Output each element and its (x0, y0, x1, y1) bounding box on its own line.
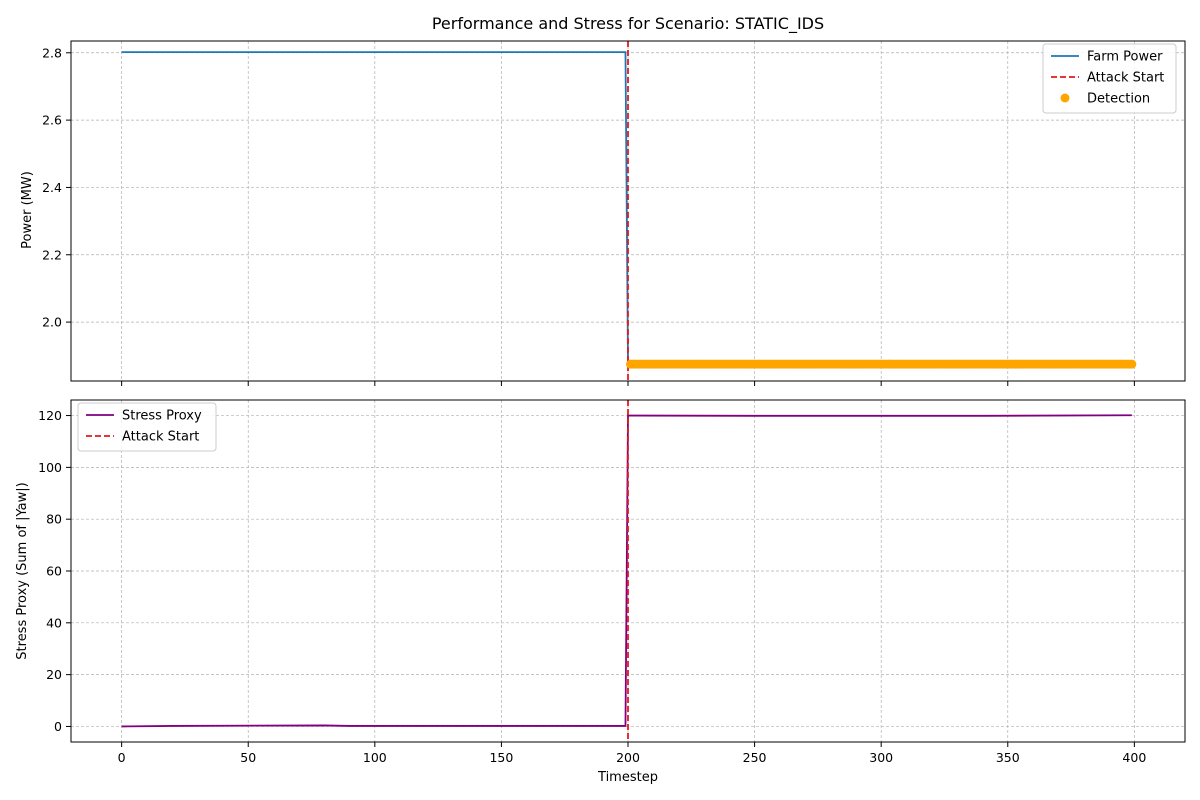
bottom-x-tick-label: 50 (240, 750, 256, 765)
top-y-tick-label: 2.4 (42, 180, 62, 195)
top-legend-box (1042, 43, 1177, 114)
top-y-tick-label: 2.8 (42, 45, 62, 60)
bottom-x-tick-label: 250 (743, 750, 767, 765)
bottom-y-tick-label: 20 (46, 667, 62, 682)
top-legend-label: Detection (1087, 92, 1150, 107)
bottom-legend-label: Attack Start (122, 430, 199, 445)
bottom-legend-label: Stress Proxy (122, 409, 202, 424)
bottom-y-tick-label: 0 (54, 719, 62, 734)
bottom-x-tick-label: 300 (869, 750, 893, 765)
x-axis-title: Timestep (597, 770, 658, 785)
bottom-y-tick-label: 60 (46, 564, 62, 579)
chart-title: Performance and Stress for Scenario: STA… (432, 14, 824, 34)
power-panel: 2.0 2.2 2.4 2.6 2.8 Farm Power Attack Start Det… (42, 40, 1186, 386)
bottom-x-tick-label: 150 (489, 750, 513, 765)
top-axes-frame (70, 40, 1186, 382)
bottom-x-tick-label: 0 (118, 750, 126, 765)
top-y-tick-label: 2.0 (42, 315, 62, 330)
bottom-x-tick-label: 400 (1122, 750, 1146, 765)
bottom-x-tick-label: 200 (616, 750, 640, 765)
top-y-tick-label: 2.6 (42, 113, 62, 128)
bottom-series-stress-proxy (121, 414, 1132, 728)
top-series-farm-power (121, 51, 1132, 366)
top-legend-label: Farm Power (1087, 50, 1163, 65)
top-y-axis-title: Power (MW) (20, 171, 35, 249)
bottom-axes-frame (70, 399, 1186, 743)
bottom-y-axis-title: Stress Proxy (Sum of |Yaw|) (15, 482, 30, 659)
top-detection-point (1127, 359, 1137, 369)
top-legend: Farm Power Attack Start Detection (1042, 43, 1177, 114)
bottom-legend: Stress Proxy Attack Start (77, 402, 217, 452)
bottom-y-tick-label: 120 (38, 408, 62, 423)
top-y-tick-label: 2.2 (42, 247, 62, 262)
bottom-x-tick-label: 100 (363, 750, 387, 765)
bottom-y-tick-label: 40 (46, 615, 62, 630)
stress-panel: 0 50 100 150 200 250 300 350 400 0 20 40 60 80 100 120 S… (38, 399, 1186, 765)
top-legend-dot-swatch (1060, 93, 1070, 103)
top-legend-label: Attack Start (1087, 71, 1164, 86)
bottom-x-tick-label: 350 (996, 750, 1020, 765)
bottom-y-tick-label: 100 (38, 460, 62, 475)
bottom-y-tick-label: 80 (46, 512, 62, 527)
